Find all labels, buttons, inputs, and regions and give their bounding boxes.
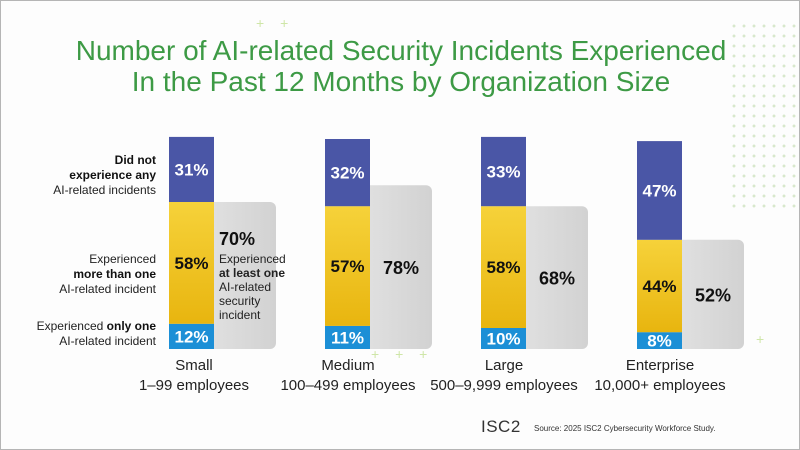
annotation-text: AI-related [219, 280, 272, 294]
bar-value-label-only-one-medium: 11% [331, 328, 364, 347]
category-sub: 100–499 employees [280, 377, 416, 394]
annotation-bold: at least one [219, 266, 286, 280]
bar-value-label-only-one-enterprise: 8% [647, 332, 672, 351]
row-label-text: AI-related incident [59, 334, 156, 348]
bar-value-label-none-enterprise: 47% [642, 181, 676, 200]
decorative-plus-icon: + [756, 331, 771, 347]
decorative-plus-icon: + + [256, 15, 295, 31]
bar-segment-none-medium [325, 139, 370, 207]
row-label-text: Experienced [89, 252, 156, 266]
row-label-text: AI-related incidents [53, 183, 156, 197]
at-least-one-total-medium: 78% [383, 258, 419, 278]
decorative-dot-pattern [729, 21, 799, 211]
bar-value-label-none-small: 31% [174, 160, 208, 179]
category-name: Large [484, 357, 524, 374]
bar-segment-only-one-large [481, 328, 526, 349]
category-sub: 10,000+ employees [594, 377, 726, 394]
bar-value-label-more-than-one-small: 58% [174, 254, 208, 273]
at-least-one-annotation: Experienced at least one AI-related secu… [219, 252, 286, 322]
row-label-bold: experience any [69, 168, 156, 182]
category-label-medium: Medium 100–499 employees [263, 356, 433, 396]
source-note: Source: 2025 ISC2 Cybersecurity Workforc… [534, 424, 716, 433]
decorative-plus-icon: + + + [371, 346, 434, 362]
category-name: Small [175, 357, 213, 374]
isc2-logo: ISC2 [481, 417, 521, 436]
bar-value-label-more-than-one-enterprise: 44% [642, 277, 676, 296]
category-sub: 500–9,999 employees [430, 377, 578, 394]
bar-segment-more-than-one-large [481, 206, 526, 328]
category-sub: 1–99 employees [138, 377, 250, 394]
row-label-text: Experienced [36, 319, 104, 333]
row-label-only-one: Experienced only one AI-related incident [6, 319, 156, 349]
row-label-text: AI-related incident [59, 282, 156, 296]
category-label-large: Large 500–9,999 employees [419, 356, 589, 396]
at-least-one-total-large: 68% [539, 269, 575, 289]
row-label-more-than-one: Experienced more than one AI-related inc… [6, 252, 156, 297]
bar-value-label-none-medium: 32% [330, 164, 364, 183]
bar-segment-only-one-medium [325, 325, 370, 349]
category-label-small: Small 1–99 employees [109, 356, 279, 396]
title-line-2: In the Past 12 Months by Organization Si… [131, 66, 671, 97]
row-label-bold: Did not [114, 153, 156, 167]
category-name: Medium [321, 357, 375, 374]
title-line-1: Number of AI-related Security Incidents … [75, 35, 727, 66]
bar-segment-more-than-one-enterprise [637, 239, 682, 333]
at-least-one-total-enterprise: 52% [695, 285, 731, 305]
annotation-text: incident [219, 308, 261, 322]
bar-value-label-only-one-large: 10% [486, 330, 520, 349]
bar-segment-more-than-one-medium [325, 206, 370, 326]
bar-value-label-more-than-one-large: 58% [486, 258, 520, 277]
bar-segment-only-one-enterprise [637, 332, 682, 349]
annotation-text: Experienced [219, 252, 286, 266]
bar-segment-none-large [481, 136, 526, 207]
bar-value-label-only-one-small: 12% [174, 327, 208, 346]
row-label-bold: more than one [73, 267, 156, 281]
bar-segment-none-enterprise [637, 141, 682, 240]
at-least-one-total-small: 70% [219, 229, 256, 249]
bar-segment-more-than-one-small [169, 202, 214, 324]
bar-segment-only-one-small [169, 323, 214, 349]
bar-segment-none-small [169, 136, 214, 202]
annotation-text: security [219, 294, 261, 308]
bar-value-label-none-large: 33% [486, 163, 520, 182]
bar-value-label-more-than-one-medium: 57% [330, 257, 364, 276]
category-label-enterprise: Enterprise 10,000+ employees [575, 356, 745, 396]
chart-title: Number of AI-related Security Incidents … [1, 35, 799, 97]
row-label-bold: only one [106, 319, 156, 333]
row-label-no-incident: Did not experience any AI-related incide… [6, 153, 156, 198]
category-name: Enterprise [625, 357, 695, 374]
